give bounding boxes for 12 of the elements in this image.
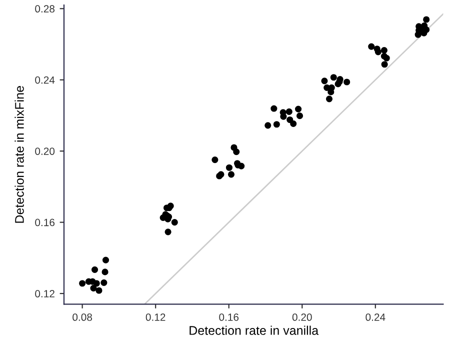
x-tick-label: 0.12 [146, 314, 166, 321]
x-tick-label: 0.16 [219, 314, 239, 321]
x-tick-label: 0.20 [292, 314, 312, 321]
x-tick-label: 0.08 [72, 314, 92, 321]
y-tick-label: 0.16 [35, 218, 55, 226]
y-tick-label: 0.20 [35, 148, 55, 155]
x-axis-title: Detection rate in vanilla [190, 326, 319, 335]
y-tick-label: 0.12 [35, 290, 54, 298]
y-tick-label: 0.28 [35, 5, 55, 13]
x-tick-label: 0.24 [366, 314, 386, 321]
y-axis-title: Detection rate in mixFine [14, 86, 24, 223]
y-tick-label: 0.24 [35, 76, 55, 84]
